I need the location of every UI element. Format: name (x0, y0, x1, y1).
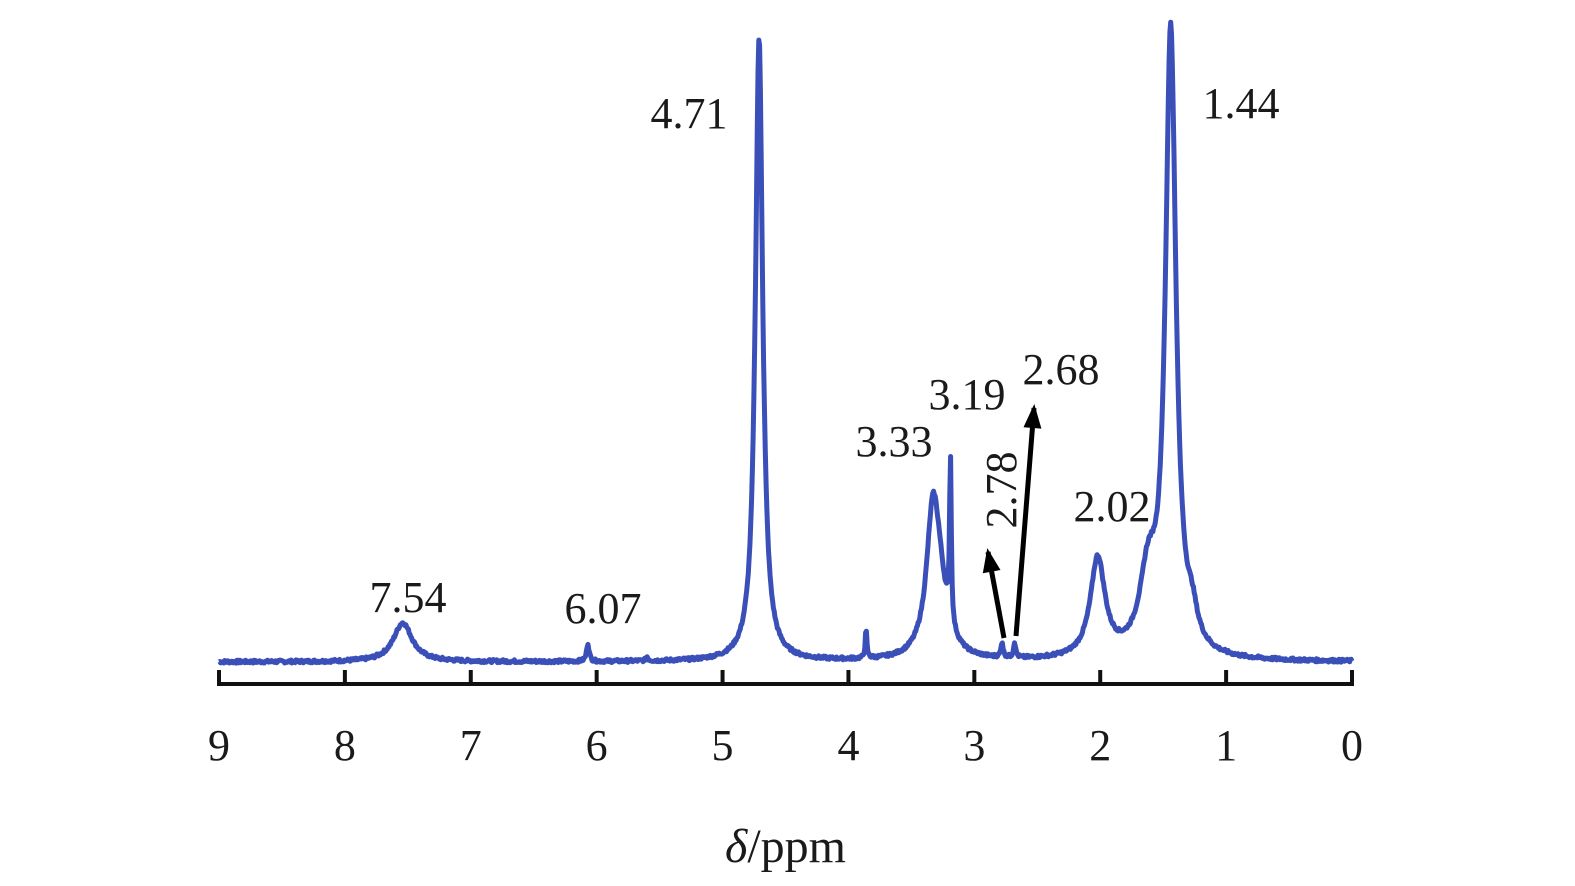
x-tick-label: 4 (837, 721, 859, 770)
annotation-arrow (1013, 404, 1042, 637)
peak-label: 3.33 (856, 417, 933, 466)
x-tick-label: 3 (963, 721, 985, 770)
x-tick-label: 8 (334, 721, 356, 770)
peak-label: 1.44 (1203, 79, 1280, 128)
peak-label: 2.78 (977, 452, 1026, 529)
x-axis-title-symbol: δ (725, 820, 748, 873)
x-axis-title: δ/ppm (725, 820, 846, 873)
peak-label: 2.68 (1023, 345, 1100, 394)
spectrum-line (217, 19, 1355, 666)
x-tick-label: 0 (1341, 721, 1363, 770)
peak-label: 3.19 (929, 370, 1006, 419)
x-tick-label: 5 (712, 721, 734, 770)
x-tick-label: 9 (208, 721, 230, 770)
peak-label: 7.54 (370, 573, 447, 622)
x-tick-label: 7 (460, 721, 482, 770)
x-tick-label: 2 (1089, 721, 1111, 770)
peak-label: 2.02 (1074, 482, 1151, 531)
x-axis-title-unit: /ppm (747, 820, 846, 873)
x-tick-label: 1 (1215, 721, 1237, 770)
peak-label: 6.07 (565, 584, 642, 633)
peak-label: 4.71 (651, 89, 728, 138)
peak-labels: 7.54 6.07 4.71 3.333.19 2.78 2.68 2.02 1.44 (370, 79, 1280, 633)
plot-area (217, 19, 1355, 666)
annotation-arrows (982, 404, 1042, 639)
x-axis-ticks: 9 8 7 6 5 4 3 2 1 0 (208, 670, 1363, 770)
annotation-arrow (982, 548, 1007, 639)
x-tick-label: 6 (586, 721, 608, 770)
